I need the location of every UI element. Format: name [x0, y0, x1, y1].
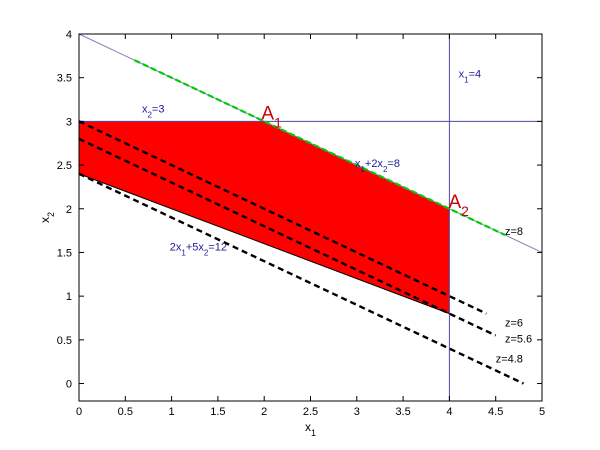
y-tick-label: 3: [66, 116, 72, 128]
annotation-part: z=4.8: [496, 354, 523, 366]
annotation-part: =12: [208, 242, 227, 254]
annotation-part: 1: [360, 164, 365, 173]
series-line-4: [78, 173, 450, 315]
annotation-part: 1: [274, 115, 282, 131]
x-tick-label: 4.5: [488, 406, 503, 418]
annotation-part: z=6: [505, 318, 523, 330]
x-tick-label: 2: [261, 406, 267, 418]
y-tick-label: 4: [66, 29, 72, 41]
series-line-6: [78, 120, 487, 315]
annotation-part: +2x: [365, 158, 384, 170]
annotation-part: 2: [383, 164, 388, 173]
annotation-part: A: [261, 104, 274, 125]
x-tick-label: 3: [354, 406, 360, 418]
annotation-part: 2x: [170, 242, 182, 254]
series-group: [78, 33, 543, 401]
x-tick-label: 0: [76, 406, 82, 418]
annotation-9: z=5.6: [505, 333, 532, 345]
annotation-part: 2: [147, 110, 152, 119]
annotation-part: =8: [387, 158, 400, 170]
annotation-8: z=6: [505, 318, 523, 330]
annotation-part: z=8: [505, 226, 523, 238]
x-tick-label: 5: [539, 406, 545, 418]
annotation-part: A: [448, 192, 461, 213]
x-tick-label: 2.5: [303, 406, 318, 418]
annotation-part: 2: [461, 203, 469, 219]
x-tick-label: 1.5: [210, 406, 225, 418]
annotation-part: 1: [464, 75, 469, 84]
annotation-part: x: [355, 158, 361, 170]
x-tick-label: 1: [169, 406, 175, 418]
annotation-7: z=8: [505, 226, 523, 238]
y-tick-label: 0: [66, 379, 72, 391]
x-axis-label: x1: [305, 420, 316, 438]
x-tick-label: 0.5: [118, 406, 133, 418]
series-line-5: [134, 59, 506, 236]
annotation-3: x1+2x2=8: [355, 158, 400, 174]
annotation-5: A1: [261, 104, 282, 131]
annotation-part: 2: [204, 248, 209, 257]
plot-area: [79, 121, 450, 314]
feasible-region: [79, 121, 450, 314]
annotation-part: 1: [181, 248, 186, 257]
x-tick-label: 4: [446, 406, 452, 418]
annotations-group: x2=3x1=4x1+2x2=82x1+5x2=12A1A2z=8z=6z=5.…: [142, 69, 532, 366]
series-line-7: [78, 137, 497, 337]
annotation-part: +5x: [186, 242, 205, 254]
y-axis-label: x2: [38, 212, 56, 223]
y-tick-label: 1.5: [57, 247, 72, 259]
y-tick-label: 2: [66, 204, 72, 216]
x-tick-label: 3.5: [395, 406, 410, 418]
annotation-part: =3: [152, 104, 165, 116]
y-tick-label: 2.5: [57, 160, 72, 172]
annotation-6: A2: [448, 192, 469, 219]
annotation-10: z=4.8: [496, 354, 523, 366]
annotation-2: x1=4: [459, 69, 482, 85]
annotation-part: x: [142, 104, 148, 116]
y-tick-label: 3.5: [57, 73, 72, 85]
annotation-4: 2x1+5x2=12: [170, 242, 227, 258]
annotation-part: x: [459, 69, 465, 81]
y-tick-label: 0.5: [57, 335, 72, 347]
annotation-part: z=5.6: [505, 333, 532, 345]
ticks-group: 0 0.5 1 1.5 2 2.5 3 3.5 4 4.5 5 0 0.5 1 1.5 2 2.5 3 3.5 4: [57, 29, 545, 418]
series-line-8: [78, 172, 524, 385]
y-tick-label: 1: [66, 291, 72, 303]
annotation-part: =4: [469, 69, 482, 81]
annotation-1: x2=3: [142, 104, 165, 120]
